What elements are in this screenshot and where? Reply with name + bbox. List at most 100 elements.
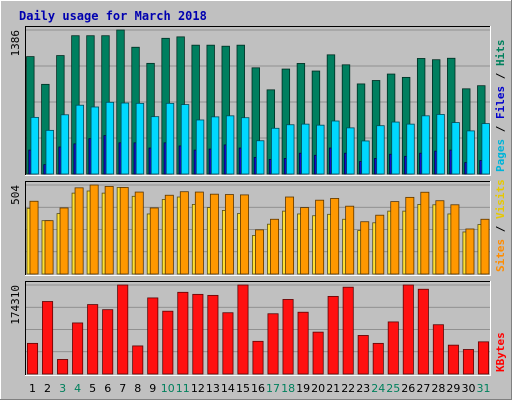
panel-kbytes: 174310 KBytes	[9, 281, 507, 376]
x-tick-label: 17	[266, 382, 280, 395]
bar-pages-25	[391, 121, 400, 175]
bar-pages-29	[451, 122, 460, 175]
bar-kbytes-18	[282, 299, 294, 375]
bar-kbytes-7	[117, 284, 129, 375]
bar-pages-27	[421, 115, 430, 175]
bar-pages-9	[150, 116, 160, 175]
bar-sites-9	[149, 207, 159, 275]
bar-pages-15	[240, 117, 250, 175]
bar-pages-10	[165, 102, 175, 175]
legend-entry: Sites	[494, 239, 507, 272]
bar-sites-18	[285, 196, 295, 275]
bar-kbytes-23	[357, 335, 369, 375]
bar-kbytes-28	[432, 324, 444, 375]
x-tick-label: 15	[236, 382, 250, 395]
x-tick-label: 29	[446, 382, 460, 395]
bar-pages-19	[301, 123, 310, 175]
bar-pages-1	[30, 116, 39, 175]
x-tick-label: 25	[386, 382, 400, 395]
bar-sites-26	[405, 196, 415, 275]
legend-entry: Visits	[494, 179, 507, 219]
bar-pages-13	[210, 116, 220, 175]
chart-title: Daily usage for March 2018	[19, 9, 207, 23]
bar-pages-5	[90, 106, 100, 175]
bar-pages-24	[376, 125, 385, 175]
bar-kbytes-26	[402, 284, 414, 375]
legend-entry: /	[494, 66, 507, 86]
x-tick-label: 26	[401, 382, 415, 395]
bar-kbytes-16	[252, 340, 264, 375]
bar-sites-23	[360, 221, 370, 275]
bar-pages-6	[105, 101, 115, 175]
bar-sites-25	[390, 201, 400, 275]
bar-sites-1	[29, 200, 39, 275]
bar-sites-14	[224, 194, 234, 275]
bar-sites-8	[134, 191, 144, 275]
bar-pages-3	[60, 114, 69, 175]
x-tick-label: 9	[149, 382, 156, 395]
x-tick-label: 24	[371, 382, 385, 395]
bar-sites-28	[435, 200, 445, 275]
bar-kbytes-25	[387, 321, 399, 375]
bar-kbytes-11	[177, 291, 189, 375]
bar-pages-14	[225, 115, 235, 175]
chart-panels: 1386 Pages / Files / Hits 504 Sites / Visit…	[9, 26, 507, 376]
y-max-label: 504	[9, 185, 22, 205]
bar-sites-6	[104, 186, 114, 275]
bar-kbytes-5	[87, 304, 99, 375]
x-tick-label: 1	[29, 382, 36, 395]
x-tick-label: 14	[221, 382, 235, 395]
bar-kbytes-4	[72, 322, 84, 375]
x-tick-label: 3	[59, 382, 66, 395]
legend-entry: KBytes	[494, 332, 507, 372]
x-tick-label: 20	[311, 382, 325, 395]
bar-pages-26	[406, 123, 415, 175]
panel-legend: Pages / Files / Hits	[494, 40, 507, 173]
series-kbytes	[27, 284, 489, 375]
bar-kbytes-1	[27, 342, 39, 375]
panel-legend: Sites / Visits	[494, 179, 507, 272]
bar-pages-7	[120, 102, 130, 175]
x-tick-label: 10	[161, 382, 175, 395]
bar-sites-20	[315, 199, 325, 275]
bar-sites-29	[450, 204, 460, 275]
bar-kbytes-6	[102, 309, 114, 375]
bar-kbytes-13	[207, 294, 219, 375]
bar-pages-28	[436, 114, 445, 175]
legend-entry: /	[494, 219, 507, 239]
bar-pages-8	[135, 102, 145, 175]
bar-pages-12	[195, 119, 205, 175]
x-axis-tick-labels: 1 2 3 4 5 6 7 8 9 10 11 12 13 14 15 16 17 18 19 20 21 22 23 24 2…	[29, 382, 491, 395]
x-tick-label: 18	[281, 382, 295, 395]
bar-kbytes-20	[312, 331, 324, 375]
bar-sites-24	[375, 214, 385, 275]
x-tick-label: 11	[176, 382, 190, 395]
bar-pages-31	[481, 123, 490, 175]
bar-sites-13	[209, 193, 219, 275]
series-sites	[29, 184, 490, 275]
x-tick-label: 6	[104, 382, 111, 395]
bar-sites-15	[240, 194, 249, 275]
x-tick-label: 21	[326, 382, 340, 395]
bar-pages-20	[316, 124, 325, 175]
bar-kbytes-12	[192, 293, 204, 375]
panel-visits-sites: 504 Sites / Visits	[9, 179, 507, 276]
bar-pages-16	[256, 140, 265, 175]
bar-sites-21	[330, 198, 340, 275]
legend-entry: Pages	[494, 139, 507, 172]
bar-kbytes-2	[42, 301, 54, 375]
bar-pages-17	[271, 127, 280, 175]
bar-pages-18	[286, 124, 295, 175]
bar-pages-21	[331, 120, 340, 175]
bar-sites-22	[345, 205, 355, 275]
bar-pages-22	[346, 127, 355, 175]
x-tick-label: 5	[89, 382, 96, 395]
bar-sites-17	[270, 218, 279, 275]
bar-kbytes-14	[222, 312, 234, 375]
x-tick-label: 27	[416, 382, 430, 395]
bar-sites-5	[89, 184, 99, 275]
bar-sites-12	[194, 191, 204, 275]
bar-kbytes-19	[297, 311, 309, 375]
bar-sites-2	[44, 220, 54, 275]
